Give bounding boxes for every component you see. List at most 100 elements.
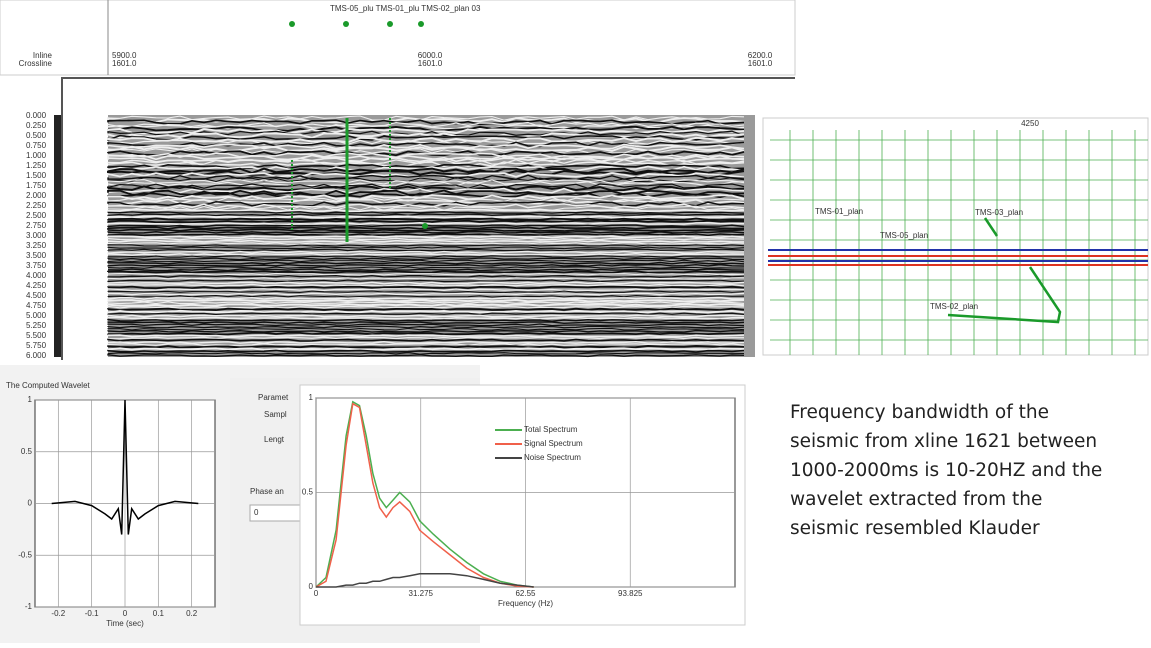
time-tick: 2.500 [26,211,47,220]
x-tick-label: 0 [123,609,128,618]
seismic-reflector [107,283,745,287]
time-tick: 1.500 [26,171,47,180]
time-tick: 0.750 [26,141,47,150]
y-tick-label: 1 [28,395,33,404]
seismic-reflector [107,305,745,309]
y-tick-label: 0.5 [302,488,314,497]
seismic-reflector [107,224,745,228]
seismic-reflector [107,179,745,185]
seismic-reflector [107,217,745,221]
seismic-reflector [107,233,745,237]
seismic-reflector [107,222,745,226]
seismic-reflector [107,134,745,141]
seismic-reflector [107,318,745,322]
param-length: Lengt [264,435,285,444]
seismic-reflector [107,329,745,333]
seismic-reflector [107,176,745,183]
seismic-reflector [107,119,745,126]
seismic-reflector [107,268,745,272]
y-tick-label: 1 [309,393,314,402]
time-tick: 3.500 [26,251,47,260]
seismic-reflector [107,183,745,190]
time-tick: 4.500 [26,291,47,300]
crossline-label: Crossline [19,59,53,68]
x-tick-label: 31.275 [409,589,434,598]
time-tick: 0.000 [26,111,47,120]
y-tick-label: 0 [28,499,33,508]
data-line [315,402,534,588]
x-tick-label: 93.825 [618,589,643,598]
time-tick: 3.750 [26,261,47,270]
header-panel [0,0,796,76]
legend-label: Total Spectrum [524,425,578,434]
seismic-reflector [107,255,745,258]
map-panel [762,117,1149,356]
well-marker [422,223,428,229]
y-tick-label: 0.5 [21,447,33,456]
seismic-reflector [107,294,745,298]
seismic-reflector [107,274,745,278]
time-tick: 1.750 [26,181,47,190]
seismic-reflector [107,244,745,247]
well-marker [387,21,393,27]
param-phase: Phase an [250,487,284,496]
data-line [315,400,534,588]
y-tick-label: -1 [25,602,33,611]
frame [61,77,795,360]
seismic-reflector [107,325,745,329]
seismic-reflector [107,213,745,217]
time-tick: 2.250 [26,201,47,210]
seismic-reflector [107,145,745,152]
x-tick-label: -0.1 [85,609,99,618]
seismic-reflector [107,285,745,290]
seismic-reflector [107,347,745,351]
seismic-reflector [107,159,745,165]
seismic-reflector [107,215,745,219]
seismic-reflector [107,198,745,205]
seismic-reflector [107,115,745,121]
time-tick: 2.750 [26,221,47,230]
x-axis-label: Frequency (Hz) [498,599,553,608]
time-tick: 4.250 [26,281,47,290]
legend-label: Noise Spectrum [524,453,581,462]
wavelet-title: The Computed Wavelet [6,381,91,390]
seismic-reflector [107,338,745,342]
seismic-reflector [107,349,745,353]
seismic-reflector [107,270,745,274]
time-tick: 4.750 [26,301,47,310]
seismic-reflector [107,143,745,150]
well-label: TMS-05_plu TMS-01_plu TMS-02_plan 03 [330,4,481,13]
time-tick: 1.250 [26,161,47,170]
seismic-reflector [107,121,745,128]
seismic-reflector [107,323,745,327]
data-line [51,399,199,535]
seismic-reflector [107,167,745,175]
well-marker [289,21,295,27]
seismic-reflector [107,290,745,294]
seismic-reflector [107,301,745,305]
time-tick: 3.000 [26,231,47,240]
data-line [316,573,534,588]
seismic-reflector [107,321,745,325]
time-tick: 6.000 [26,351,47,360]
inline-tick: 6200.0 [748,51,773,60]
seismic-reflector [107,343,745,346]
seismic-reflector [107,163,745,170]
seismic-reflector [107,191,745,199]
param-sample: Sampl [264,410,287,419]
seismic-reflector [107,312,745,316]
time-tick: 2.000 [26,191,47,200]
seismic-reflector [107,235,745,239]
seismic-reflector [107,327,745,331]
map-well-label: TMS-01_plan [815,207,863,216]
legend-label: Signal Spectrum [524,439,583,448]
seismic-reflector [107,154,745,161]
x-tick-label: 62.55 [515,589,536,598]
seismic-reflector [107,205,745,211]
seismic-reflector [107,340,745,344]
seismic-reflector [107,261,745,265]
seismic-reflector [107,208,745,213]
seismic-reflector [107,314,745,318]
time-tick: 3.250 [26,241,47,250]
